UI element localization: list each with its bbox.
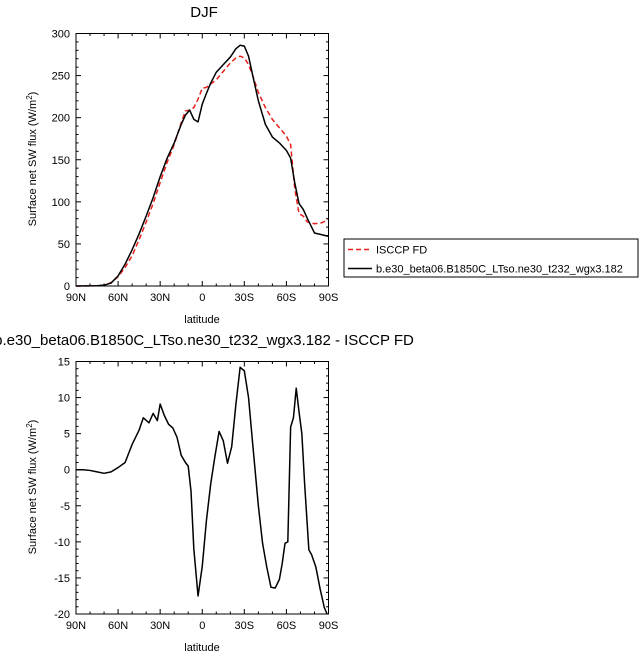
bottom-y-axis-label-close: ) <box>27 420 39 424</box>
top-y-tick-label: 150 <box>52 155 70 167</box>
top-y-axis-label-main: Surface net SW flux (W/m <box>27 100 39 227</box>
top-y-tick-label: 250 <box>52 71 70 83</box>
bottom-y-tick-label: -10 <box>54 537 70 549</box>
bottom-y-tick-label: -15 <box>54 573 70 585</box>
bottom-series-line-0 <box>76 366 328 615</box>
top-y-axis-label-close: ) <box>27 92 39 96</box>
top-x-tick-label: 60N <box>108 292 128 304</box>
top-y-tick-label: 300 <box>52 29 70 41</box>
top-y-tick-label: 200 <box>52 113 70 125</box>
bottom-y-tick-label: 5 <box>64 429 70 441</box>
top-y-tick-label: 50 <box>58 239 70 251</box>
bottom-x-tick-label: 0 <box>199 620 205 632</box>
legend-label-isccp: ISCCP FD <box>376 245 427 257</box>
bottom-y-axis-label-sup: 2 <box>25 423 34 428</box>
top-axis-ticks: 90N 60N 30N 0 30S 60S 90S 0 50 100 150 200 250 300 <box>52 29 339 305</box>
bottom-y-axis-label: Surface net SW flux (W/m2) <box>25 420 40 555</box>
bottom-axis-ticks: 90N 60N 30N 0 30S 60S 90S -20 -15 -10 -5 0 5 10 15 <box>54 357 338 633</box>
top-x-tick-label: 30S <box>235 292 255 304</box>
top-panel: DJF 90N 60N 30N 0 30S 60S 90S 0 50 100 150 200 250 30… <box>25 4 639 326</box>
bottom-x-tick-label: 90N <box>66 620 86 632</box>
top-x-tick-label: 90N <box>66 292 86 304</box>
bottom-x-tick-label: 60N <box>108 620 128 632</box>
bottom-plot-frame <box>75 361 329 615</box>
bottom-x-axis-label: latitude <box>184 642 219 654</box>
top-y-tick-label: 100 <box>52 197 70 209</box>
top-x-axis-label: latitude <box>184 314 219 326</box>
bottom-x-tick-label: 60S <box>277 620 297 632</box>
top-series-line-0 <box>75 55 329 287</box>
bottom-y-tick-label: 10 <box>58 393 70 405</box>
bottom-y-tick-label: -5 <box>60 501 70 513</box>
bottom-panel: b.e30_beta06.B1850C_LTso.ne30_t232_wgx3.… <box>0 332 414 654</box>
bottom-chart-title: b.e30_beta06.B1850C_LTso.ne30_t232_wgx3.… <box>0 332 414 349</box>
top-series-line-1 <box>75 44 329 287</box>
top-y-axis-label-sup: 2 <box>25 95 34 100</box>
bottom-y-tick-label: -20 <box>54 609 70 621</box>
bottom-y-axis-label-main: Surface net SW flux (W/m <box>27 428 39 555</box>
top-x-tick-label: 90S <box>319 292 339 304</box>
top-x-tick-label: 0 <box>199 292 205 304</box>
top-y-tick-label: 0 <box>64 281 70 293</box>
top-plot-area <box>75 44 329 287</box>
top-y-axis-label: Surface net SW flux (W/m2) <box>25 92 40 227</box>
top-x-tick-label: 60S <box>277 292 297 304</box>
bottom-x-tick-label: 30S <box>235 620 255 632</box>
bottom-y-tick-label: 15 <box>58 357 70 369</box>
top-x-tick-label: 30N <box>150 292 170 304</box>
top-chart-title: DJF <box>190 4 218 21</box>
legend-box <box>343 238 639 278</box>
bottom-x-tick-label: 90S <box>319 620 339 632</box>
bottom-y-tick-label: 0 <box>64 465 70 477</box>
bottom-plot-area <box>76 366 328 615</box>
chart-legend: ISCCP FD b.e30_beta06.B1850C_LTso.ne30_t… <box>343 238 639 278</box>
bottom-x-tick-label: 30N <box>150 620 170 632</box>
legend-label-model: b.e30_beta06.B1850C_LTso.ne30_t232_wgx3.… <box>376 264 623 276</box>
